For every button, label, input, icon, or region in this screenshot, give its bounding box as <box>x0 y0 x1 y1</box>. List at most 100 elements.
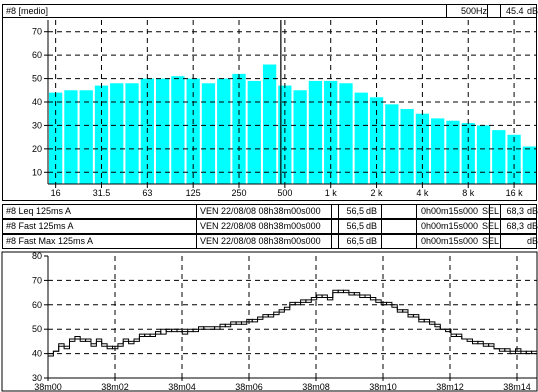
spectrum-y-tick-label: 60 <box>32 50 42 60</box>
time-y-tick-label: 50 <box>32 324 42 334</box>
row-sel-box <box>500 219 537 234</box>
spectrum-y-tick-label: 10 <box>32 167 42 177</box>
spectrum-x-tick-label: 250 <box>232 188 247 198</box>
spectrum-bar <box>339 83 353 184</box>
time-x-tick-label: 38m14 <box>503 382 531 392</box>
level-value: 45.4 <box>506 6 524 16</box>
spectrum-bar <box>110 83 124 184</box>
time-history-panel <box>1 251 538 392</box>
row-level-value: 66,5 <box>346 236 364 246</box>
row-level-unit: dB <box>366 236 378 246</box>
spectrum-bar <box>354 92 368 184</box>
time-x-tick-label: 38m10 <box>369 382 397 392</box>
spectrum-bar <box>155 78 170 184</box>
row-level-box <box>338 204 382 219</box>
spectrum-bar <box>171 76 185 184</box>
row-datetime: VEN 22/08/08 08h38m00s000 <box>200 206 321 216</box>
spectrum-bar <box>64 90 78 184</box>
row-duration: 0h00m15s000 <box>420 206 478 216</box>
spectrum-bar <box>293 90 307 184</box>
row-level-unit: dB <box>366 206 378 216</box>
level-unit: dB <box>527 6 538 16</box>
time-y-tick-label: 30 <box>32 373 42 383</box>
spectrum-bar <box>385 104 399 184</box>
spectrum-x-tick-label: 2 k <box>371 188 384 198</box>
row-label: #8 Fast 125ms A <box>6 221 74 231</box>
spectrum-y-tick-label: 30 <box>32 120 42 130</box>
spectrum-bar <box>262 64 277 184</box>
spectrum-y-tick-label: 70 <box>32 27 42 37</box>
spectrum-bar <box>217 78 231 184</box>
spectrum-x-tick-label: 16 k <box>506 188 524 198</box>
row-sel-value: 68,3 <box>506 221 524 231</box>
spectrum-bar <box>522 146 536 184</box>
spectrum-bar <box>247 80 261 184</box>
time-x-tick-label: 38m12 <box>436 382 464 392</box>
frequency-readout-box[interactable] <box>446 4 488 18</box>
spectrum-bar <box>446 120 460 184</box>
time-y-tick-label: 80 <box>32 251 42 261</box>
row-datetime: VEN 22/08/08 08h38m00s000 <box>200 236 321 246</box>
spectrum-y-tick-label: 20 <box>32 144 42 154</box>
row-duration: 0h00m15s000 <box>420 236 478 246</box>
row-label: #8 Leq 125ms A <box>6 206 72 216</box>
spectrum-bar <box>400 109 414 184</box>
time-y-tick-label: 70 <box>32 275 42 285</box>
row-duration: 0h00m15s000 <box>420 221 478 231</box>
spectrum-bar <box>308 80 323 184</box>
time-series-line-2 <box>48 289 537 357</box>
row-level-unit: dB <box>366 221 378 231</box>
time-x-tick-label: 38m00 <box>34 382 62 392</box>
row-datetime-box <box>196 204 332 219</box>
row-datetime-box <box>196 234 332 249</box>
row-level-value: 56,5 <box>346 221 364 231</box>
spectrum-x-tick-label: 1 k <box>325 188 338 198</box>
row-sel-unit: dB <box>527 206 538 216</box>
row-level-value: 56,5 <box>346 206 364 216</box>
time-x-tick-label: 38m06 <box>235 382 263 392</box>
spectrum-bar <box>461 123 475 184</box>
spectrum-x-tick-label: 63 <box>142 188 152 198</box>
time-x-tick-label: 38m04 <box>168 382 196 392</box>
spectrum-bar <box>431 118 445 184</box>
spectrum-y-tick-label: 40 <box>32 97 42 107</box>
spectrum-bar <box>476 125 491 184</box>
row-duration-box <box>416 219 490 234</box>
row-sel-label: SEL <box>482 206 500 216</box>
spectrum-x-tick-label: 31.5 <box>93 188 111 198</box>
row-sel-label: SEL <box>482 236 500 246</box>
spectrum-bar <box>201 83 216 184</box>
row-duration-box <box>416 234 490 249</box>
spectrum-bar <box>278 85 292 184</box>
row-label: #8 Fast Max 125ms A <box>6 236 94 246</box>
spectrum-x-tick-label: 8 k <box>462 188 475 198</box>
row-sel-value: 68,3 <box>506 206 524 216</box>
spectrum-bar <box>492 130 506 184</box>
row-sel-label: SEL <box>482 221 500 231</box>
row-sel-box <box>500 234 537 249</box>
spectrum-y-tick-label: 50 <box>32 74 42 84</box>
frequency-unit: Hz <box>476 6 487 16</box>
row-duration-box <box>416 204 490 219</box>
row-sel-unit: dB <box>527 236 538 246</box>
frequency-value: 500 <box>460 6 476 16</box>
spectrum-x-tick-label: 4 k <box>416 188 429 198</box>
row-sel-box <box>500 204 537 219</box>
spectrum-x-tick-label: 500 <box>277 188 292 198</box>
spectrum-x-tick-label: 16 <box>51 188 61 198</box>
spectrum-bar <box>79 90 93 184</box>
spectrum-title: #8 [medio] <box>6 6 49 16</box>
spectrum-x-tick-label: 125 <box>186 188 201 198</box>
row-sel-unit: dB <box>527 221 538 231</box>
time-series-line-1 <box>48 289 537 355</box>
time-y-tick-label: 60 <box>32 300 42 310</box>
row-level-box <box>338 219 382 234</box>
row-datetime: VEN 22/08/08 08h38m00s000 <box>200 221 321 231</box>
row-level-box <box>338 234 382 249</box>
time-x-tick-label: 38m08 <box>302 382 330 392</box>
spectrum-chart[interactable]: 10 20 30 40 50 60 70 16 31.5 63 125 250 500 1 k 2 k 4 k… <box>0 0 538 200</box>
time-y-tick-label: 40 <box>32 349 42 359</box>
time-x-tick-label: 38m02 <box>101 382 129 392</box>
level-readout-box[interactable] <box>500 4 537 18</box>
